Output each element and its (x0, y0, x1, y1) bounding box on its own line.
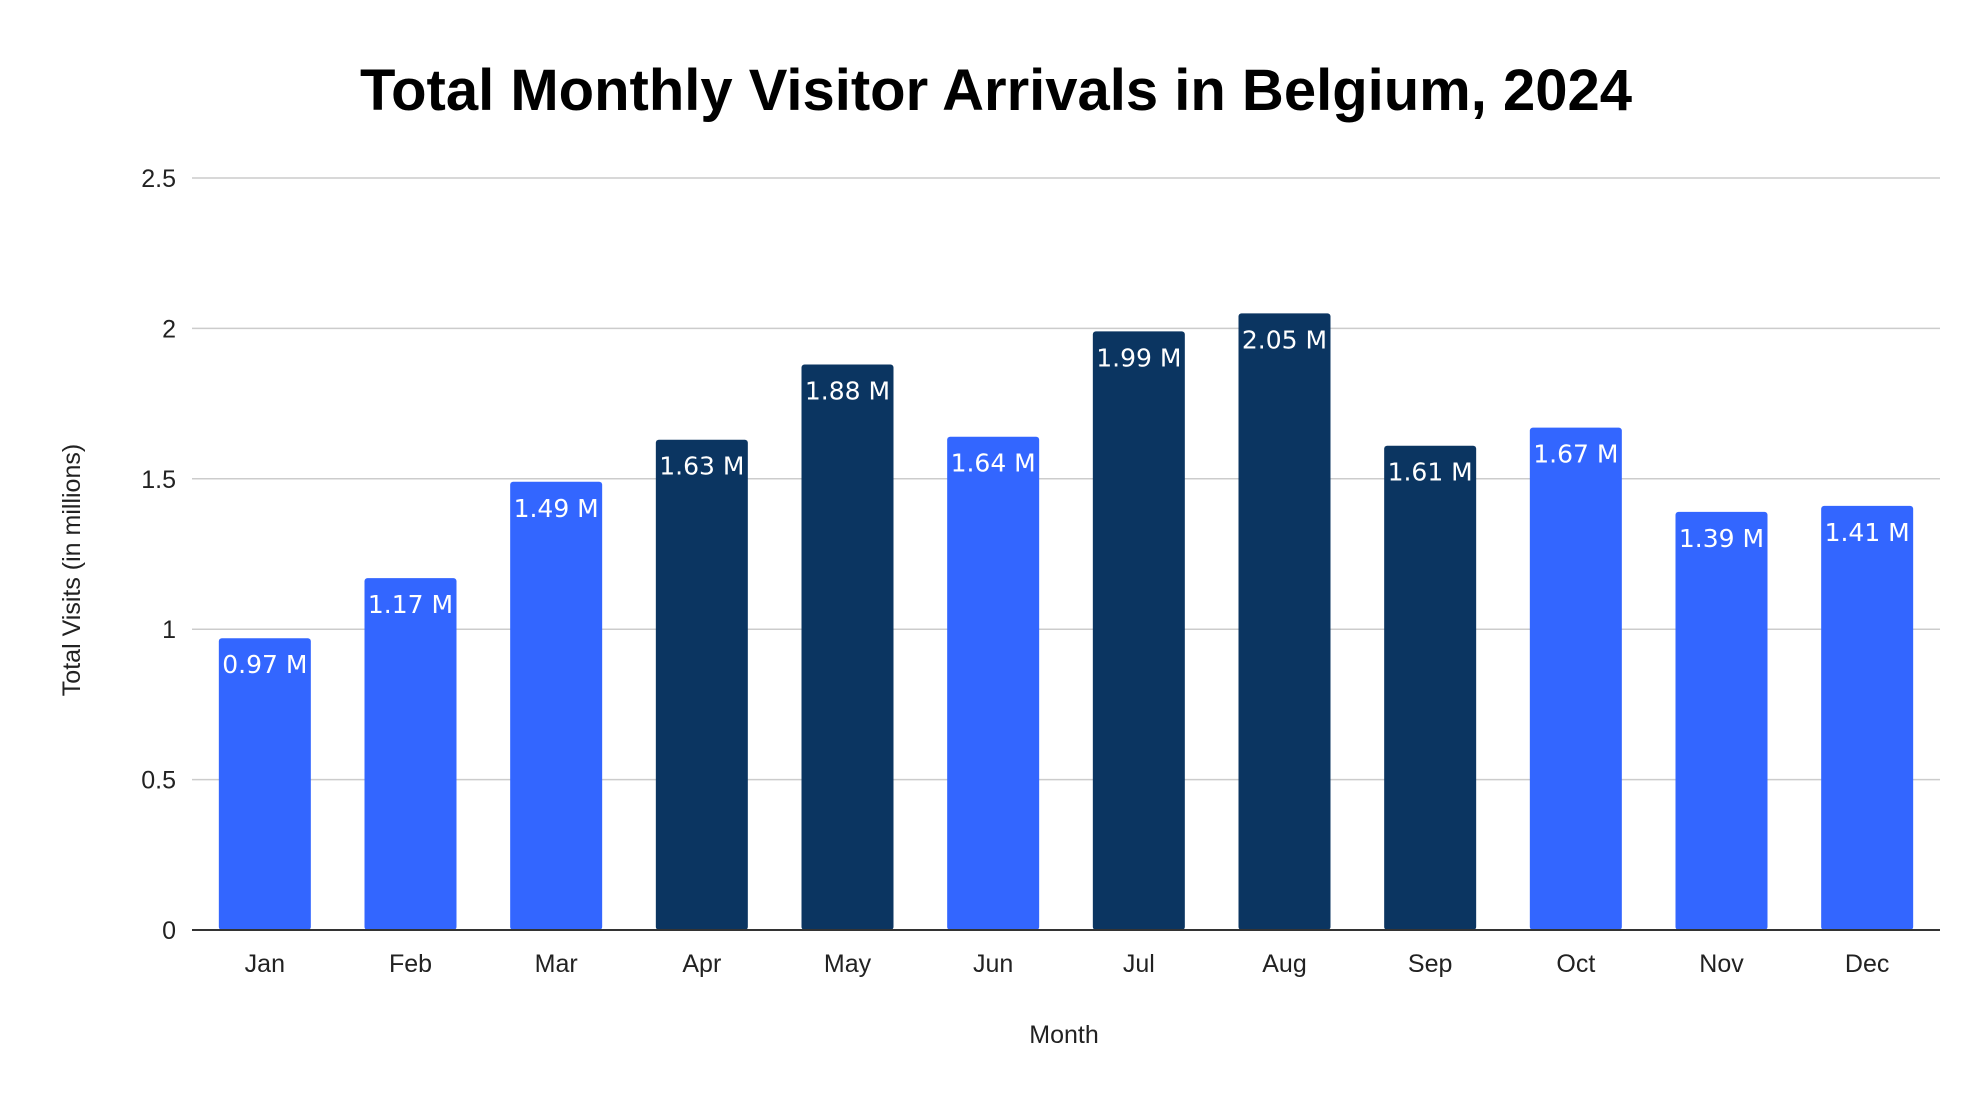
x-axis-ticks: Jan Feb Mar Apr May Jun Jul Aug Sep Oct Nov Dec (245, 950, 1890, 978)
bar-sep (1384, 445, 1477, 930)
bar-mar (510, 481, 603, 930)
data-label: 1.61 M (1388, 458, 1473, 487)
bar-dec (1821, 505, 1914, 930)
gridlines (192, 177, 1940, 781)
x-tick-label: May (824, 950, 872, 978)
x-tick-label: Jul (1123, 950, 1155, 978)
x-tick-label: Feb (389, 950, 432, 978)
x-tick-label: Oct (1556, 950, 1595, 978)
x-tick-label: Dec (1845, 950, 1889, 978)
bar-aug (1238, 313, 1331, 930)
x-axis-title: Month (1029, 1021, 1098, 1049)
data-label: 1.64 M (951, 449, 1036, 478)
data-label: 1.17 M (368, 590, 453, 619)
data-label: 1.63 M (659, 452, 744, 481)
chart-title: Total Monthly Visitor Arrivals in Belgiu… (360, 58, 1632, 123)
y-tick-label: 2.5 (141, 165, 176, 193)
bar-may (801, 364, 894, 931)
data-label: 1.88 M (805, 376, 890, 405)
bar-feb (364, 578, 457, 930)
data-label: 1.41 M (1825, 518, 1910, 547)
x-tick-label: Apr (682, 950, 721, 978)
bars: 0.97 M 1.17 M 1.49 M 1.63 M 1.88 M 1.64 M 1.99… (218, 313, 1914, 931)
bar-jun (947, 436, 1040, 930)
x-tick-label: Sep (1408, 950, 1452, 978)
data-label: 1.49 M (514, 494, 599, 523)
y-axis-ticks: 0 0.5 1 1.5 2 2.5 (141, 165, 176, 945)
bar-jan (218, 638, 311, 930)
data-label: 2.05 M (1242, 325, 1327, 354)
x-tick-label: Nov (1699, 950, 1744, 978)
y-axis-title: Total Visits (in millions) (58, 444, 86, 696)
bar-nov (1675, 511, 1768, 930)
y-tick-label: 1.5 (141, 466, 176, 494)
bar-apr (655, 439, 748, 930)
y-tick-label: 1 (162, 616, 176, 644)
data-label: 1.67 M (1533, 440, 1618, 469)
x-tick-label: Jan (245, 950, 285, 978)
y-tick-label: 0.5 (141, 767, 176, 795)
data-label: 0.97 M (222, 650, 307, 679)
x-tick-label: Mar (535, 950, 578, 978)
y-tick-label: 0 (162, 917, 176, 945)
bar-oct (1529, 427, 1622, 930)
data-label: 1.39 M (1679, 524, 1764, 553)
x-tick-label: Jun (973, 950, 1013, 978)
data-label: 1.99 M (1096, 343, 1181, 372)
y-tick-label: 2 (162, 315, 176, 343)
x-tick-label: Aug (1262, 950, 1306, 978)
bar-jul (1092, 331, 1185, 931)
